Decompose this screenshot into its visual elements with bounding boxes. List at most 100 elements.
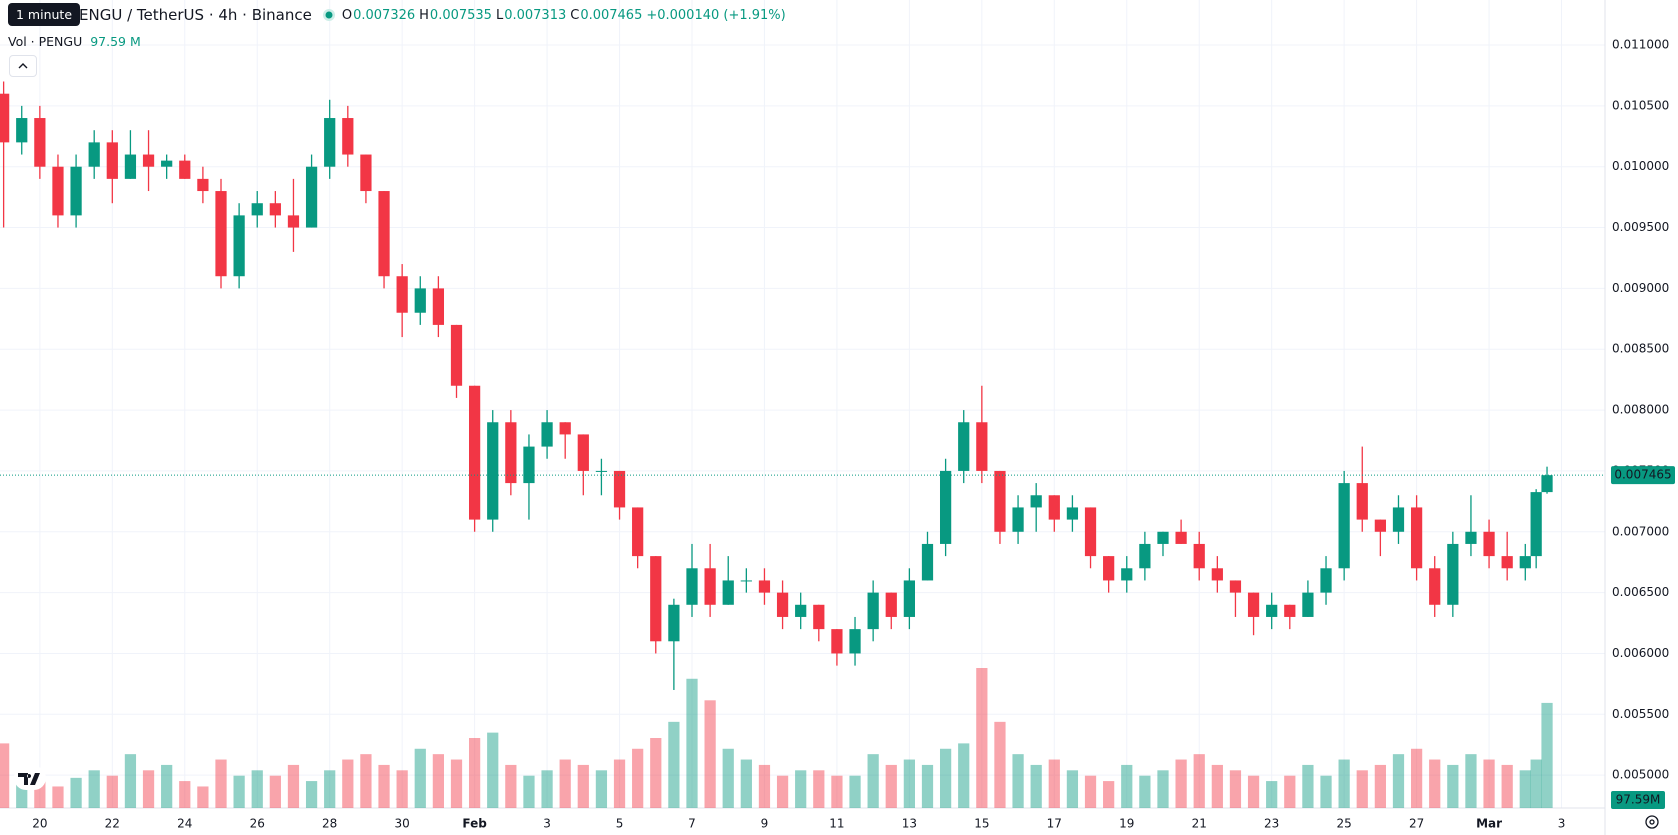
candle-body (487, 422, 499, 520)
volume-bar (976, 668, 988, 808)
candle-body (958, 422, 970, 471)
candle-body (215, 191, 227, 277)
x-tick-label: Feb (462, 817, 487, 831)
candle-body (1175, 531, 1187, 544)
volume-bar (795, 770, 807, 808)
volume-bar (867, 754, 879, 808)
candle-body (632, 507, 644, 557)
collapse-button[interactable] (9, 55, 37, 77)
x-tick-label: Mar (1476, 817, 1502, 831)
candle-body (1356, 483, 1368, 520)
status-dot (322, 9, 335, 21)
volume-bar (1247, 775, 1260, 808)
candle-body (1429, 568, 1441, 605)
volume-bar (1012, 754, 1024, 808)
volume-bar (414, 748, 426, 808)
candle-body (1121, 568, 1133, 581)
volume-value: 97.59 M (90, 34, 141, 49)
volume-bar (1374, 764, 1386, 808)
legend-key: O (341, 7, 353, 23)
candle-body (1483, 531, 1495, 557)
candle-body (976, 422, 988, 471)
y-tick-label: 0.010000 (1612, 159, 1669, 173)
volume-bar (1302, 764, 1314, 808)
volume-bar (523, 775, 535, 808)
y-tick-label: 0.010500 (1612, 98, 1669, 112)
candle-body (1193, 543, 1205, 569)
volume-bar (342, 759, 354, 808)
volume-bar (215, 759, 227, 808)
candle-body (740, 580, 752, 582)
y-tick-label: 0.007000 (1612, 524, 1669, 538)
candle-body (994, 470, 1006, 532)
candle-body (88, 142, 100, 167)
candle-body (867, 592, 879, 630)
candle-body (70, 166, 82, 216)
legend-close: 0.007465 (580, 7, 643, 23)
volume-bar (831, 775, 843, 808)
candle-body (1247, 592, 1260, 617)
volume-bar (124, 754, 137, 808)
candle-body (1541, 475, 1553, 493)
volume-bar (1530, 759, 1542, 808)
volume-bar (1429, 759, 1441, 808)
volume-bar (668, 721, 680, 808)
volume-bar (921, 764, 934, 808)
volume-bar (432, 754, 445, 808)
candle-body (1447, 543, 1459, 605)
volume-bar (632, 748, 644, 808)
legend-key: H (419, 7, 429, 23)
candle-body (831, 629, 843, 654)
candle-body (505, 422, 517, 484)
volume-bar (541, 770, 553, 808)
legend-open: 0.007326 (353, 7, 416, 23)
settings-icon (1645, 815, 1659, 829)
candle-body (269, 203, 281, 216)
x-tick-label: 5 (616, 817, 624, 831)
volume-badge (1611, 791, 1665, 809)
candle-body (469, 385, 481, 520)
legend-change: +0.000140 (+1.91%) (646, 7, 786, 23)
candle-body (1229, 580, 1242, 593)
candle-body (1284, 604, 1296, 617)
volume-bar (813, 770, 825, 808)
volume-bar (70, 777, 82, 808)
candle-body (1139, 543, 1151, 569)
candle-body (903, 580, 915, 617)
volume-bar (52, 786, 64, 808)
volume-bar (324, 770, 336, 808)
volume-bar (650, 738, 662, 808)
volume-bar (885, 764, 897, 808)
candle-body (1266, 604, 1278, 617)
candle-body (233, 215, 245, 277)
volume-bar (1483, 759, 1495, 808)
volume-bar (469, 738, 481, 808)
chevron-icon (18, 63, 28, 69)
volume-bar (1266, 781, 1278, 808)
candle-body (795, 604, 807, 617)
candle-body (450, 324, 463, 386)
y-tick-label: 0.009000 (1612, 281, 1669, 295)
candle-body (722, 580, 734, 605)
candle-body (577, 434, 589, 471)
volume-bar (1229, 770, 1242, 808)
candle-body (287, 215, 300, 228)
candle-body (106, 142, 118, 179)
price-badge (1611, 466, 1675, 485)
y-tick-label: 0.008500 (1612, 342, 1669, 356)
volume-bar (0, 743, 10, 808)
candle-body (16, 118, 28, 143)
volume-bar (142, 770, 155, 808)
x-tick-label: 17 (1047, 817, 1062, 831)
volume-bar (161, 764, 173, 808)
x-tick-label: 7 (688, 817, 696, 831)
candle-body (1211, 568, 1223, 581)
x-tick-label: 15 (974, 817, 989, 831)
volume-bar (1048, 759, 1060, 808)
volume-bar (287, 764, 300, 808)
volume-bar (1320, 775, 1332, 808)
x-tick-label: 21 (1192, 817, 1207, 831)
candle-body (1501, 556, 1513, 569)
symbol-title: PENGU / TetherUS · 4h · Binance (70, 6, 312, 24)
candle-body (650, 556, 662, 642)
